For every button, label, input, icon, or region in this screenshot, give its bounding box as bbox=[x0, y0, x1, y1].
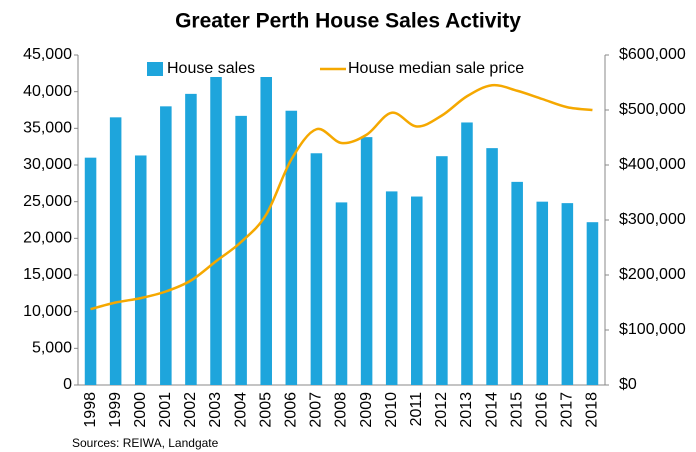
bar bbox=[285, 110, 298, 385]
y-tick-label: 0 bbox=[63, 376, 72, 393]
bar bbox=[586, 222, 599, 385]
x-tick-label: 2003 bbox=[207, 392, 224, 428]
bar bbox=[411, 196, 423, 385]
bar bbox=[260, 77, 272, 385]
line bbox=[90, 83, 593, 311]
x-tick-label: 2013 bbox=[458, 392, 475, 428]
x-tick-label: 2016 bbox=[533, 392, 550, 428]
x-tick-label: 2002 bbox=[182, 392, 199, 428]
x-tick-label: 2010 bbox=[383, 392, 400, 428]
bar bbox=[511, 181, 523, 385]
y-tick-label: 30,000 bbox=[23, 156, 72, 173]
x-tick-label: 2007 bbox=[308, 392, 325, 428]
legend-label: House median sale price bbox=[348, 60, 524, 77]
y2-tick-label: $100,000 bbox=[619, 321, 686, 338]
y2-tick-label: $400,000 bbox=[619, 156, 686, 173]
bar bbox=[185, 93, 197, 385]
y2-tick-label: $600,000 bbox=[619, 46, 686, 63]
bar bbox=[536, 201, 549, 385]
y2-tick-label: $300,000 bbox=[619, 211, 686, 228]
y-tick-label: 20,000 bbox=[23, 230, 72, 247]
x-tick-label: 2012 bbox=[433, 392, 450, 428]
x-tick-label: 2006 bbox=[283, 392, 300, 428]
bar bbox=[561, 203, 574, 385]
x-tick-label: 2000 bbox=[132, 392, 149, 428]
x-tick-label: 2004 bbox=[232, 392, 249, 428]
bar bbox=[335, 202, 348, 385]
bar bbox=[385, 191, 398, 385]
y-tick-label: 45,000 bbox=[23, 46, 72, 63]
bar bbox=[160, 106, 172, 385]
x-tick-label: 1999 bbox=[107, 392, 124, 428]
bar bbox=[461, 122, 473, 385]
x-tick-label: 2015 bbox=[508, 392, 525, 428]
y2-tick-label: $0 bbox=[619, 376, 637, 393]
y-tick-label: 5,000 bbox=[32, 340, 72, 357]
y2-tick-label: $500,000 bbox=[619, 101, 686, 118]
x-tick-label: 2001 bbox=[157, 392, 174, 428]
bar bbox=[210, 77, 222, 385]
x-tick-label: 2011 bbox=[408, 392, 425, 427]
x-tick-label: 2014 bbox=[483, 392, 500, 428]
bar bbox=[84, 157, 97, 385]
y-tick-label: 15,000 bbox=[23, 266, 72, 283]
x-tick-label: 2018 bbox=[584, 392, 601, 428]
bar bbox=[360, 137, 373, 385]
x-tick-label: 2017 bbox=[559, 392, 576, 428]
x-tick-label: 1998 bbox=[82, 392, 99, 428]
source-note: Sources: REIWA, Landgate bbox=[72, 436, 219, 450]
bar bbox=[486, 148, 498, 385]
y-tick-label: 10,000 bbox=[23, 303, 72, 320]
chart-title: Greater Perth House Sales Activity bbox=[175, 10, 521, 33]
y-tick-label: 35,000 bbox=[23, 120, 72, 137]
legend-label: House sales bbox=[167, 60, 255, 77]
bar bbox=[235, 115, 247, 385]
legend-swatch bbox=[147, 62, 163, 76]
y-tick-label: 25,000 bbox=[23, 193, 72, 210]
bar bbox=[310, 153, 323, 385]
bar bbox=[109, 117, 122, 385]
x-tick-label: 2008 bbox=[333, 392, 350, 428]
bar bbox=[436, 156, 448, 385]
y-tick-label: 40,000 bbox=[23, 83, 72, 100]
x-tick-label: 2005 bbox=[257, 392, 274, 428]
x-tick-label: 2009 bbox=[358, 392, 375, 428]
bar bbox=[134, 155, 147, 385]
y2-tick-label: $200,000 bbox=[619, 266, 686, 283]
